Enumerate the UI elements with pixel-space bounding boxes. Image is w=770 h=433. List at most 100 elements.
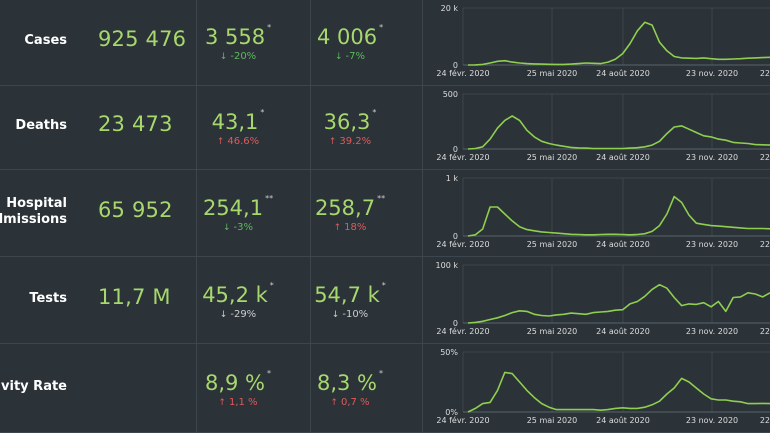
arrow-down-icon: ↓ — [222, 222, 231, 233]
x-tick-label: 22 févr. — [760, 152, 770, 162]
stat-number: 45,2 k — [202, 282, 268, 307]
column-divider — [422, 0, 423, 433]
arrow-down-icon: ↓ — [219, 309, 228, 320]
stat-change-value: -10% — [342, 308, 369, 320]
metric-label: Deaths — [15, 118, 67, 133]
stat-change: ↑ 39.2% — [265, 136, 435, 147]
arrow-up-icon: ↑ — [333, 222, 342, 233]
footnote-mark: * — [379, 23, 384, 32]
stat-value: 54,7 k * — [265, 280, 435, 307]
stat-2-block: 4 006 * ↓ -7% — [265, 23, 435, 62]
footnote-mark: * — [267, 368, 272, 378]
metric-total: 23 473 — [98, 112, 173, 136]
column-divider — [196, 0, 197, 433]
x-tick-label: 22 févr. — [760, 68, 770, 78]
stat-change-value: -29% — [230, 308, 257, 320]
footnote-mark: ** — [377, 193, 386, 203]
metric-row: Cases 925 476 3 558 * ↓ -20% 4 006 * ↓ -7% 20 k 0 24… — [0, 0, 770, 86]
x-tick-label: 25 mai 2020 — [527, 327, 578, 336]
stat-value: 43,1 * — [153, 108, 323, 134]
stat-change: ↓ -10% — [265, 309, 435, 320]
x-tick-label: 24 août 2020 — [596, 153, 650, 162]
stat-change-value: -20% — [230, 51, 257, 62]
series-line — [467, 195, 770, 237]
stat-value: 36,3 * — [265, 108, 435, 134]
x-tick-label: 22 févr. — [760, 239, 770, 249]
y-tick-label: 20 k — [441, 4, 459, 13]
stat-number: 8,9 % — [204, 370, 266, 395]
stat-value: 258,7 ** — [265, 193, 435, 220]
stat-number: 8,3 % — [316, 370, 378, 395]
trend-chart: 1 k 024 févr. 2020 25 mai 2020 24 août 2020… — [436, 174, 770, 249]
stat-change-value: -3% — [233, 221, 254, 233]
arrow-down-icon: ↓ — [334, 52, 343, 62]
x-tick-label: 24 août 2020 — [596, 240, 650, 249]
metric-label: Hospital Admissions — [0, 195, 67, 227]
footnote-mark: * — [381, 280, 386, 290]
series-line — [467, 21, 770, 66]
footnote-mark: * — [269, 280, 274, 290]
stat-number: 3 558 — [204, 25, 266, 49]
column-divider — [310, 0, 311, 433]
stat-change: ↑ 18% — [265, 222, 435, 233]
stat-number: 258,7 — [314, 195, 376, 220]
x-tick-label: 24 févr. 2020 — [436, 239, 489, 249]
footnote-mark: * — [267, 23, 272, 32]
y-tick-label: 0 — [453, 145, 458, 154]
y-tick-label: 0 — [453, 232, 458, 241]
metric-label: Tests — [29, 290, 67, 306]
x-tick-label: 24 févr. 2020 — [436, 68, 489, 78]
stat-1-block: 45,2 k * ↓ -29% — [153, 280, 323, 320]
stat-change: ↓ -20% — [153, 51, 323, 62]
series-line — [467, 371, 770, 413]
arrow-up-icon: ↑ — [330, 397, 338, 408]
stat-change-value: 0,7 % — [340, 396, 370, 408]
metric-label: sitivity Rate — [0, 378, 67, 394]
stat-1-block: 254,1 ** ↓ -3% — [153, 194, 323, 233]
x-tick-label: 25 mai 2020 — [527, 416, 578, 425]
stat-1-block: 8,9 % * ↑ 1,1 % — [153, 368, 323, 408]
metric-row: Hospital Admissions65 952254,1**↓-3%258,… — [0, 170, 770, 257]
y-tick-label: 50% — [440, 348, 458, 357]
x-tick-label: 24 août 2020 — [596, 416, 650, 425]
stat-2-block: 258,7 ** ↑ 18% — [265, 193, 435, 233]
stat-value: 4 006 * — [265, 23, 435, 49]
stat-number: 254,1 — [202, 195, 264, 220]
stat-change-value: 1,1 % — [228, 396, 258, 408]
x-tick-label: 25 mai 2020 — [527, 69, 578, 78]
arrow-up-icon: ↑ — [218, 397, 226, 408]
stat-change: ↓ -29% — [153, 309, 323, 320]
y-tick-label: 100 k — [436, 261, 459, 270]
metric-total: 65 952 — [98, 197, 173, 222]
arrow-down-icon: ↓ — [219, 52, 228, 62]
trend-chart: 500 024 févr. 2020 25 mai 2020 24 août 2020… — [436, 90, 770, 162]
stat-number: 54,7 k — [314, 282, 380, 307]
stat-value: 8,9 % * — [153, 368, 323, 395]
x-tick-label: 23 nov. 2020 — [686, 240, 738, 249]
metric-row: Deaths 23 473 43,1 * ↑ 46.6% 36,3 * ↑ 39.2% 500 0 24… — [0, 86, 770, 170]
stat-2-block: 36,3 * ↑ 39.2% — [265, 108, 435, 147]
stat-2-block: 54,7 k * ↓ -10% — [265, 280, 435, 320]
stat-change: ↑ 0,7 % — [265, 397, 435, 408]
metric-total: 11,7 M — [98, 284, 171, 309]
stat-change: ↓ -7% — [265, 51, 435, 62]
stat-change-value: 18% — [344, 221, 367, 233]
stat-change-value: 46.6% — [227, 136, 260, 147]
metric-row: Tests 11,7 M 45,2 k * ↓ -29% 54,7 k * ↓ -10% 100 k… — [0, 257, 770, 344]
x-tick-label: 24 févr. 2020 — [436, 326, 489, 336]
stat-2-block: 8,3 % * ↑ 0,7 % — [265, 369, 435, 408]
trend-chart: 20 k 024 févr. 2020 25 mai 2020 24 août 202… — [436, 4, 770, 78]
stat-change: ↑ 46.6% — [153, 136, 323, 147]
trend-chart: 100 k 024 févr. 2020 25 mai 2020 24 août 20… — [436, 261, 770, 336]
x-tick-label: 23 nov. 2020 — [686, 153, 738, 162]
x-tick-label: 25 mai 2020 — [527, 240, 578, 249]
stat-change: ↓ -3% — [153, 222, 323, 233]
metric-label: Cases — [24, 33, 67, 48]
x-tick-label: 22 févr. — [760, 326, 770, 336]
stat-change-value: 39.2% — [339, 136, 372, 147]
arrow-up-icon: ↑ — [328, 137, 337, 147]
stat-1-block: 3 558 * ↓ -20% — [153, 23, 323, 62]
trend-chart: 50% 0%24 févr. 2020 25 mai 2020 24 août 202… — [436, 348, 770, 425]
x-tick-label: 22 févr. — [760, 415, 770, 425]
